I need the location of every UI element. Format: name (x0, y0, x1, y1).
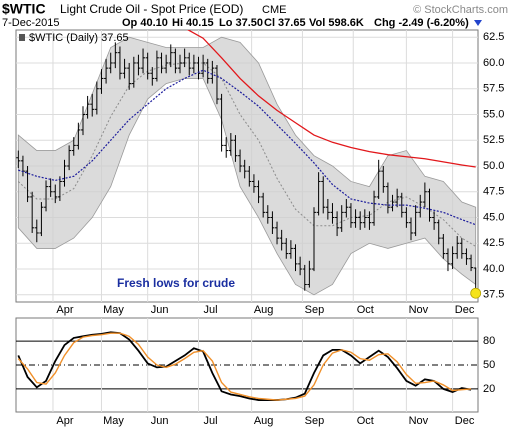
x-tick-label: Nov (409, 304, 429, 316)
x-tick-label: Apr (56, 415, 73, 427)
y-tick-label: 55.0 (483, 108, 504, 120)
y-tick-label: 42.5 (483, 237, 504, 249)
y-tick-label: 60.0 (483, 57, 504, 69)
x-tick-label: Jun (151, 304, 169, 316)
price-plot (16, 30, 478, 302)
legend-swatch (19, 34, 25, 41)
x-tick-label: Aug (254, 415, 274, 427)
x-tick-label: Dec (455, 415, 475, 427)
x-tick-label: Jul (203, 304, 217, 316)
source: © StockCharts.com (413, 4, 508, 16)
x-tick-label: Sep (305, 415, 325, 427)
x-tick-label: Dec (455, 304, 475, 316)
x-tick-label: Sep (305, 304, 325, 316)
stochastic-line (17, 331, 472, 401)
y-tick-label: 40.0 (483, 263, 504, 275)
y-tick-label: 62.5 (483, 31, 504, 43)
y-tick-label: 52.5 (483, 134, 504, 146)
moving-average (18, 69, 476, 226)
x-tick-label: Nov (409, 415, 429, 427)
y-tick-label: 47.5 (483, 186, 504, 198)
axes: 37.5 40.0 42.5 45.0 47.5 50.0 52.5 55.0 57.5 60.0… (56, 31, 504, 427)
stochastic-line (17, 332, 472, 401)
quote-high: Hi 40.15 (172, 17, 214, 29)
last-close-marker (470, 287, 482, 299)
quote-volume: Vol 598.6K (309, 17, 364, 29)
x-tick-label: May (103, 415, 124, 427)
annotation: Fresh lows for crude (117, 276, 235, 290)
x-tick-label: Jul (203, 415, 217, 427)
x-tick-label: Apr (56, 304, 73, 316)
stochastic-plot (16, 318, 478, 412)
quote-low: Lo 37.50 (219, 17, 263, 29)
date: 7-Dec-2015 (2, 17, 59, 29)
y-tick-label: 57.5 (483, 83, 504, 95)
quote-close: Cl 37.65 (264, 17, 306, 29)
x-tick-label: Oct (357, 304, 374, 316)
moving-average (186, 30, 476, 168)
legend-label: $WTIC (Daily) 37.65 (29, 32, 129, 44)
y-tick-label: 45.0 (483, 211, 504, 223)
y-tick-label: 37.5 (483, 289, 504, 301)
y-tick-label: 50.0 (483, 160, 504, 172)
quote-open: Op 40.10 (122, 17, 168, 29)
exchange: CME (262, 4, 286, 16)
chart-subtitle: Light Crude Oil - Spot Price (EOD) (60, 2, 243, 16)
x-tick-label: Oct (357, 415, 374, 427)
x-tick-label: Jun (151, 415, 169, 427)
down-arrow (474, 20, 482, 26)
y-tick-label: 20 (483, 383, 495, 395)
bollinger-middle (17, 62, 476, 247)
x-tick-label: May (103, 304, 124, 316)
x-tick-label: Aug (254, 304, 274, 316)
y-tick-label: 80 (483, 335, 495, 347)
quote-change: Chg -2.49 (-6.20%) (374, 17, 469, 29)
y-tick-label: 50 (483, 359, 495, 371)
chart-title: $WTIC (2, 1, 46, 17)
